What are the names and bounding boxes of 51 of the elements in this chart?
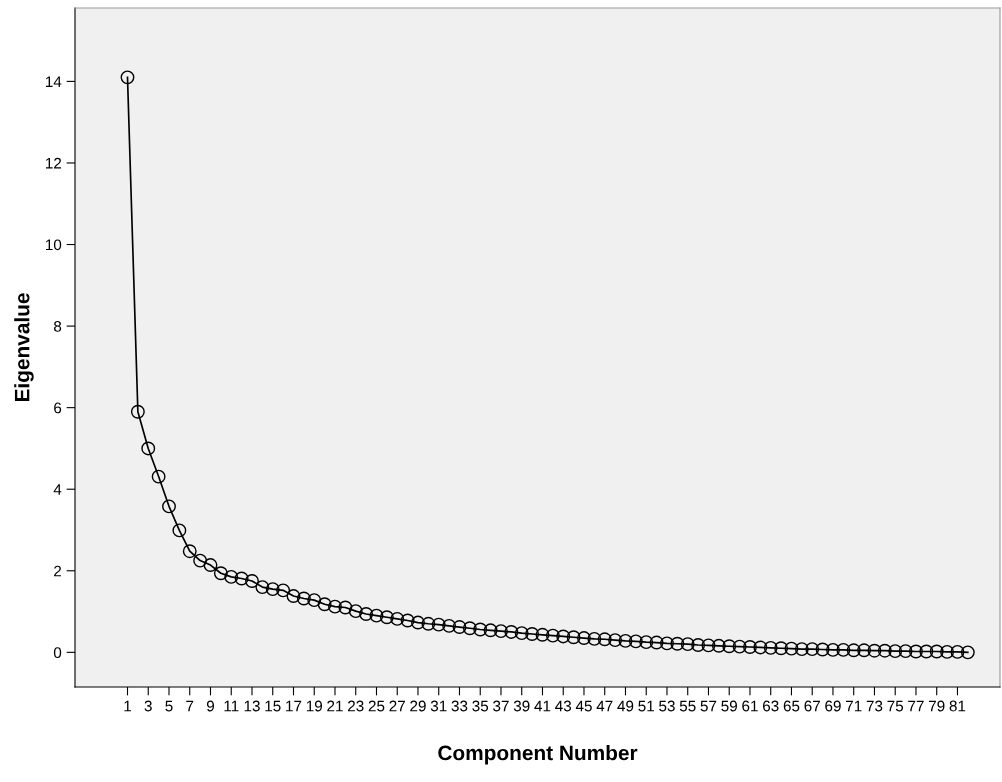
x-tick-label: 33: [451, 700, 468, 712]
x-tick-label: 31: [430, 700, 447, 712]
y-tick-label: 10: [45, 239, 62, 251]
x-tick-label: 57: [700, 700, 717, 712]
x-tick-label: 41: [534, 700, 551, 712]
x-tick-label: 71: [846, 700, 862, 712]
x-tick-label: 1: [124, 700, 131, 712]
x-tick-label: 39: [513, 700, 530, 712]
y-tick-label: 8: [53, 320, 62, 332]
x-tick-label: 43: [555, 700, 572, 712]
y-axis-title: Eigenvalue: [14, 293, 34, 402]
x-tick-label: 67: [804, 700, 820, 712]
x-tick-label: 51: [638, 700, 654, 712]
x-tick-label: 21: [327, 700, 343, 712]
y-tick-label: 4: [53, 484, 62, 495]
x-tick-label: 29: [410, 700, 426, 712]
x-tick-label: 3: [144, 700, 152, 712]
x-tick-label: 63: [763, 700, 779, 712]
x-tick-label: 27: [389, 700, 405, 712]
x-tick-label: 81: [949, 700, 966, 712]
x-tick-label: 23: [348, 700, 364, 712]
x-tick-label: 19: [306, 700, 323, 712]
y-tick-label: 0: [53, 647, 62, 659]
x-tick-label: 17: [286, 700, 302, 712]
x-tick-label: 59: [721, 700, 737, 712]
x-tick-label: 79: [929, 700, 945, 712]
x-tick-label: 47: [596, 700, 613, 712]
x-tick-label: 9: [206, 700, 215, 712]
y-tick-label: 14: [45, 76, 62, 87]
x-tick-label: 11: [224, 700, 239, 712]
x-tick-label: 53: [659, 700, 675, 712]
x-tick-label: 61: [742, 700, 758, 712]
x-axis-title: Component Number: [438, 744, 638, 765]
x-tick-label: 13: [244, 700, 260, 712]
x-tick-label: 55: [679, 700, 696, 712]
x-tick-label: 77: [908, 700, 924, 712]
x-tick-label: 65: [783, 700, 800, 712]
x-tick-label: 49: [617, 700, 634, 712]
x-tick-label: 69: [825, 700, 841, 712]
x-tick-label: 5: [165, 700, 173, 712]
y-tick-label: 12: [45, 157, 62, 169]
x-tick-label: 15: [265, 700, 281, 712]
y-tick-label: 6: [54, 402, 62, 414]
x-tick-label: 35: [472, 700, 489, 712]
x-tick-label: 75: [887, 700, 904, 712]
x-tick-label: 73: [866, 700, 883, 712]
x-tick-label: 45: [575, 700, 592, 712]
x-tick-label: 7: [186, 700, 194, 712]
y-tick-label: 2: [54, 565, 62, 577]
x-tick-label: 37: [493, 700, 509, 712]
x-tick-label: 25: [368, 700, 385, 712]
